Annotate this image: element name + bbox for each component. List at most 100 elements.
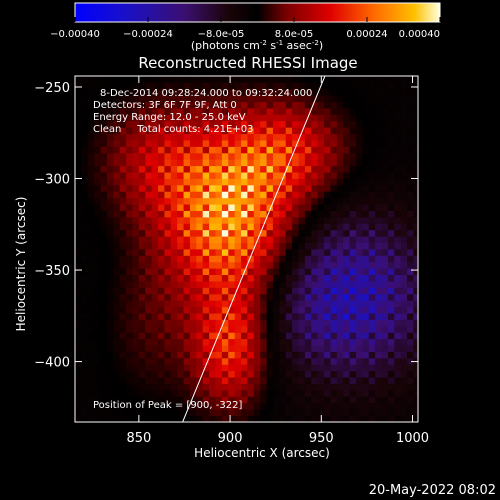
heatmap-cell-476 xyxy=(355,364,363,372)
heatmap-cell-1265 xyxy=(221,268,229,276)
heatmap-cell-1562 xyxy=(394,236,402,243)
heatmap-cell-2760 xyxy=(113,88,121,96)
heatmap-cell-1985 xyxy=(336,184,344,192)
heatmap-cell-31 xyxy=(272,415,280,422)
heatmap-cell-470 xyxy=(317,364,325,372)
heatmap-cell-287 xyxy=(183,383,191,391)
heatmap-cell-2716 xyxy=(177,95,184,103)
heatmap-cell-2070 xyxy=(189,172,197,179)
heatmap-cell-2563 xyxy=(234,114,242,122)
heatmap-cell-110 xyxy=(87,402,95,410)
heatmap-cell-932 xyxy=(164,306,172,314)
heatmap-cell-874 xyxy=(138,313,146,320)
heatmap-cell-2154 xyxy=(381,165,389,173)
heatmap-cell-194 xyxy=(279,396,287,404)
heatmap-cell-2096 xyxy=(355,172,363,179)
heatmap-cell-589 xyxy=(387,351,395,359)
heatmap-cell-485 xyxy=(413,364,418,372)
heatmap-cell-1586 xyxy=(202,229,210,237)
heatmap-cell-802 xyxy=(368,325,376,333)
heatmap-cell-275 xyxy=(106,383,114,391)
heatmap-cell-2379 xyxy=(94,133,101,141)
heatmap-cell-2614 xyxy=(215,108,223,115)
heatmap-cell-320 xyxy=(394,383,402,391)
heatmap-cell-809 xyxy=(413,325,418,333)
heatmap-cell-1246 xyxy=(100,268,108,276)
heatmap-cell-1132 xyxy=(407,287,414,295)
heatmap-cell-948 xyxy=(266,306,274,314)
heatmap-cell-1279 xyxy=(311,268,319,276)
heatmap-cell-630 xyxy=(304,345,312,352)
heatmap-cell-2803 xyxy=(387,88,395,96)
heatmap-cell-1005 xyxy=(285,300,293,308)
heatmap-cell-1936 xyxy=(368,191,376,199)
heatmap-cell-1157 xyxy=(221,281,229,288)
heatmap-cell-2291 xyxy=(221,146,229,154)
heatmap-cell-2429 xyxy=(413,133,418,141)
heatmap-cell-2612 xyxy=(202,108,210,115)
heatmap-cell-264 xyxy=(381,389,389,397)
heatmap-cell-2261 xyxy=(375,152,382,160)
heatmap-cell-1589 xyxy=(221,229,229,237)
heatmap-cell-2325 xyxy=(94,140,101,147)
heatmap-cell-1478 xyxy=(202,242,210,250)
heatmap-cell-1951 xyxy=(119,184,127,192)
heatmap-cell-543 xyxy=(94,351,101,359)
heatmap-cell-1401 xyxy=(400,255,408,263)
heatmap-cell-241 xyxy=(234,389,242,397)
heatmap-cell-106 xyxy=(407,409,414,416)
heatmap-cell-1910 xyxy=(202,191,210,199)
footer-date: 20-May-2022 08:02 xyxy=(369,483,496,498)
heatmap-cell-1775 xyxy=(375,210,382,218)
heatmap-cell-498 xyxy=(151,357,159,365)
heatmap-cell-1809 xyxy=(247,204,255,211)
heatmap-cell-2079 xyxy=(247,172,255,179)
heatmap-cell-197 xyxy=(298,396,306,404)
heatmap-cell-53 xyxy=(413,415,418,422)
heatmap-cell-2679 xyxy=(285,101,293,109)
heatmap-cell-1923 xyxy=(285,191,293,199)
heatmap-cell-679 xyxy=(272,338,280,346)
heatmap-cell-2087 xyxy=(298,172,306,179)
heatmap-cell-2831 xyxy=(221,82,229,90)
heatmap-cell-1122 xyxy=(343,287,350,295)
heatmap-cell-367 xyxy=(349,377,357,384)
heatmap-cell-2104 xyxy=(407,172,414,179)
heatmap-cell-153 xyxy=(362,402,370,410)
heatmap-cell-2769 xyxy=(170,88,178,96)
heatmap-cell-1869 xyxy=(285,197,293,205)
heatmap-cell-964 xyxy=(368,306,376,314)
heatmap-cell-890 xyxy=(241,313,248,320)
heatmap-cell-1737 xyxy=(132,210,140,218)
heatmap-cell-742 xyxy=(330,332,338,340)
heatmap-cell-1922 xyxy=(279,191,287,199)
heatmap-cell-1077 xyxy=(400,293,408,301)
heatmap-cell-1112 xyxy=(279,287,287,295)
heatmap-cell-2446 xyxy=(177,127,184,135)
heatmap-cell-1929 xyxy=(324,191,331,199)
heatmap-cell-1144 xyxy=(138,281,146,288)
heatmap-cell-1367 xyxy=(183,255,191,263)
heatmap-cell-447 xyxy=(170,364,178,372)
heatmap-cell-2204 xyxy=(355,159,363,167)
heatmap-cell-1205 xyxy=(183,274,191,282)
heatmap-cell-1143 xyxy=(132,281,140,288)
heatmap-cell-1625 xyxy=(106,223,114,231)
heatmap-cell-293 xyxy=(221,383,229,391)
heatmap-cell-1834 xyxy=(407,204,414,211)
heatmap-cell-786 xyxy=(266,325,274,333)
heatmap-cell-1489 xyxy=(272,242,280,250)
heatmap-cell-2232 xyxy=(189,152,197,160)
heatmap-cell-2733 xyxy=(285,95,293,103)
heatmap-cell-2262 xyxy=(381,152,389,160)
heatmap-cell-252 xyxy=(304,389,312,397)
heatmap-cell-1192 xyxy=(100,274,108,282)
heatmap-cell-1471 xyxy=(158,242,165,250)
heatmap-cell-1457 xyxy=(413,249,418,256)
heatmap-cell-2812 xyxy=(100,82,108,90)
heatmap-cell-1679 xyxy=(106,216,114,224)
heatmap-cell-1249 xyxy=(119,268,127,276)
heatmap-cell-1777 xyxy=(387,210,395,218)
heatmap-cell-2094 xyxy=(343,172,350,179)
heatmap-cell-2006 xyxy=(126,178,133,186)
